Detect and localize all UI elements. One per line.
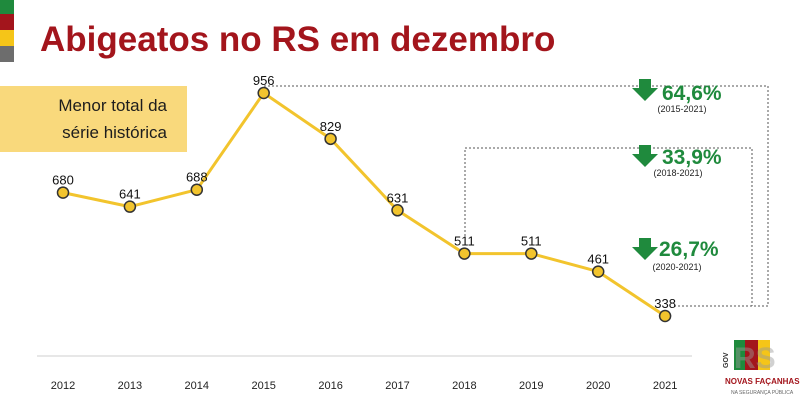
change-annotation-1: 64,6% (2015-2021) [632,79,722,114]
down-arrow-icon [632,145,658,167]
down-arrow-icon [632,79,658,101]
value-label-2014: 688 [186,170,208,185]
data-point-2014 [190,183,204,196]
logo-block-yellow [758,340,770,370]
value-label-2015: 956 [253,73,275,88]
logo-gov-text: GOV [723,352,730,368]
gov-rs-logo: GOV RS NOVAS FAÇANHAS NA SEGURANÇA PÚBLI… [723,340,800,396]
change-annotation-2: 33,9% (2018-2021) [632,145,722,178]
logo-block-green [734,340,745,370]
x-tick-label-2017: 2017 [385,380,409,392]
data-point-2017 [391,204,404,217]
chart-title: Abigeatos no RS em dezembro [40,20,556,59]
annotation-2-pct: 33,9% [662,146,722,169]
value-label-2021: 338 [654,296,676,311]
annotation-2-range: (2018-2021) [653,168,702,178]
annotation-1-range: (2015-2021) [657,104,706,114]
data-point-2016 [324,132,337,146]
bracket-2015-2021 [264,85,769,307]
x-tick-label-2014: 2014 [185,380,209,392]
bracket-2018-2021 [464,147,753,306]
value-label-2018: 511 [454,234,475,249]
x-tick-labels: 2012 2013 2014 2015 2016 2017 2018 2019 2020 2021 [51,380,678,392]
brand-stripe-yellow [0,30,14,46]
x-tick-label-2020: 2020 [586,380,610,392]
annotation-3-pct: 26,7% [659,238,719,261]
x-tick-label-2015: 2015 [251,380,275,392]
value-label-2016: 829 [320,119,342,134]
logo-tagline: NOVAS FAÇANHAS [725,377,800,386]
value-label-2019: 511 [521,234,542,249]
logo-block-red [745,340,758,370]
value-label-2017: 631 [387,190,409,205]
data-point-2019 [525,247,538,260]
data-point-2013 [123,200,137,213]
change-annotation-3: 26,7% (2020-2021) [632,238,719,272]
x-tick-label-2018: 2018 [452,380,476,392]
record-low-callout: Menor total da série histórica [0,86,187,152]
annotation-1-pct: 64,6% [662,82,722,105]
logo-rs-text: RS [734,342,776,375]
value-label-2020: 461 [587,252,609,267]
callout-line-2: série histórica [62,123,167,142]
annotation-3-range: (2020-2021) [652,262,701,272]
callout-line-1: Menor total da [58,96,167,115]
x-tick-label-2016: 2016 [318,380,342,392]
data-point-2018 [458,247,471,260]
brand-stripe-green [0,0,14,14]
data-point-2021 [658,309,672,323]
x-tick-label-2013: 2013 [118,380,142,392]
points-layer: 680 641 688 956 829 631 511 511 461 338 [52,73,676,323]
data-point-2012 [56,186,70,199]
x-tick-label-2012: 2012 [51,380,75,392]
logo-subtagline: NA SEGURANÇA PÚBLICA [731,389,794,396]
data-point-2015 [257,86,270,100]
brand-stripe-red [0,14,14,30]
x-tick-label-2019: 2019 [519,380,543,392]
value-label-2012: 680 [52,173,74,188]
value-label-2013: 641 [119,187,141,202]
brand-stripe-gray [0,46,14,62]
x-tick-label-2021: 2021 [653,380,677,392]
down-arrow-icon [632,238,658,260]
series-line [62,91,666,318]
data-point-2020 [591,265,605,278]
